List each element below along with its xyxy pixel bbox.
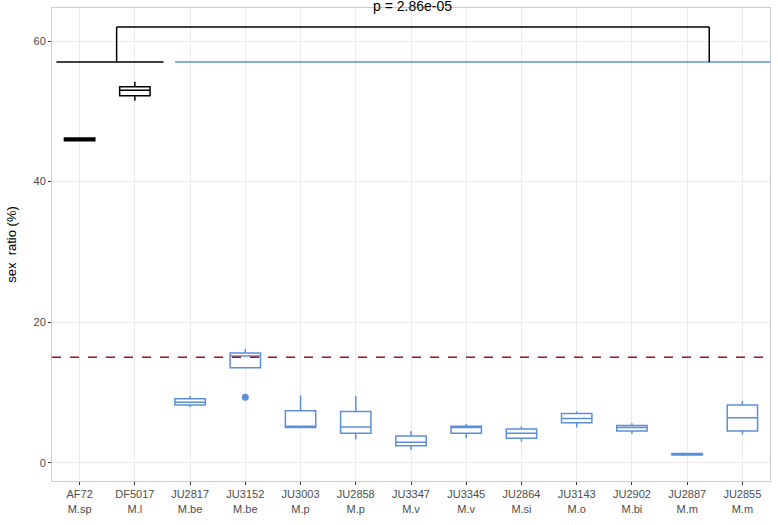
- svg-text:JU2858M.p: JU2858M.p: [337, 488, 375, 514]
- svg-text:sex ratio (%): sex ratio (%): [4, 206, 19, 283]
- svg-text:JU2855M.m: JU2855M.m: [723, 488, 761, 514]
- svg-text:JU3347M.v: JU3347M.v: [392, 488, 430, 514]
- svg-text:AF72M.sp: AF72M.sp: [66, 488, 92, 514]
- svg-text:JU3345M.v: JU3345M.v: [447, 488, 485, 514]
- svg-text:JU3143M.o: JU3143M.o: [558, 488, 596, 514]
- svg-text:0: 0: [40, 457, 46, 469]
- svg-text:20: 20: [34, 316, 46, 328]
- svg-text:p = 2.86e-05: p = 2.86e-05: [373, 0, 452, 14]
- svg-text:JU3152M.be: JU3152M.be: [226, 488, 264, 514]
- svg-text:JU2887M.m: JU2887M.m: [668, 488, 706, 514]
- svg-text:JU2864M.si: JU2864M.si: [502, 488, 540, 514]
- svg-text:JU2902M.bi: JU2902M.bi: [613, 488, 651, 514]
- svg-text:JU3003M.p: JU3003M.p: [282, 488, 320, 514]
- svg-text:JU2817M.be: JU2817M.be: [171, 488, 209, 514]
- svg-text:60: 60: [34, 35, 46, 47]
- svg-text:40: 40: [34, 175, 46, 187]
- svg-text:DF5017M.l: DF5017M.l: [115, 488, 154, 514]
